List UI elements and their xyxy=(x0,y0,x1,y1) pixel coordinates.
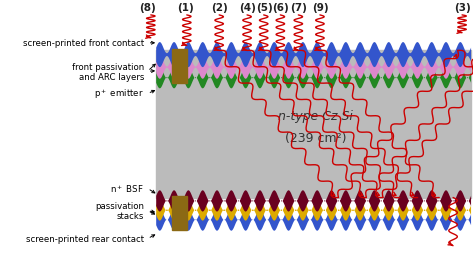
Text: (4): (4) xyxy=(239,3,256,13)
Polygon shape xyxy=(156,56,471,80)
Text: n$^+$ BSF: n$^+$ BSF xyxy=(110,183,144,195)
Text: p$^+$ emitter: p$^+$ emitter xyxy=(94,87,144,101)
Polygon shape xyxy=(156,190,471,212)
Text: (7): (7) xyxy=(291,3,307,13)
Text: (3): (3) xyxy=(454,3,470,13)
Polygon shape xyxy=(156,68,471,89)
Text: passivation
stacks: passivation stacks xyxy=(95,201,144,220)
Text: (239 cm²): (239 cm²) xyxy=(285,132,346,145)
Text: screen-printed rear contact: screen-printed rear contact xyxy=(26,234,144,243)
Text: (5): (5) xyxy=(256,3,273,13)
Polygon shape xyxy=(156,200,471,221)
Text: (1): (1) xyxy=(177,3,194,13)
Text: (2): (2) xyxy=(211,3,228,13)
Text: screen-printed front contact: screen-printed front contact xyxy=(23,39,144,48)
Text: (6): (6) xyxy=(273,3,289,13)
Bar xyxy=(172,196,187,230)
Text: (8): (8) xyxy=(139,3,155,13)
Text: (9): (9) xyxy=(312,3,328,13)
Polygon shape xyxy=(156,209,471,231)
Polygon shape xyxy=(156,43,471,68)
Text: front passivation
and ARC layers: front passivation and ARC layers xyxy=(72,62,144,82)
Text: n-type Cz Si: n-type Cz Si xyxy=(278,109,353,122)
Bar xyxy=(172,50,187,84)
